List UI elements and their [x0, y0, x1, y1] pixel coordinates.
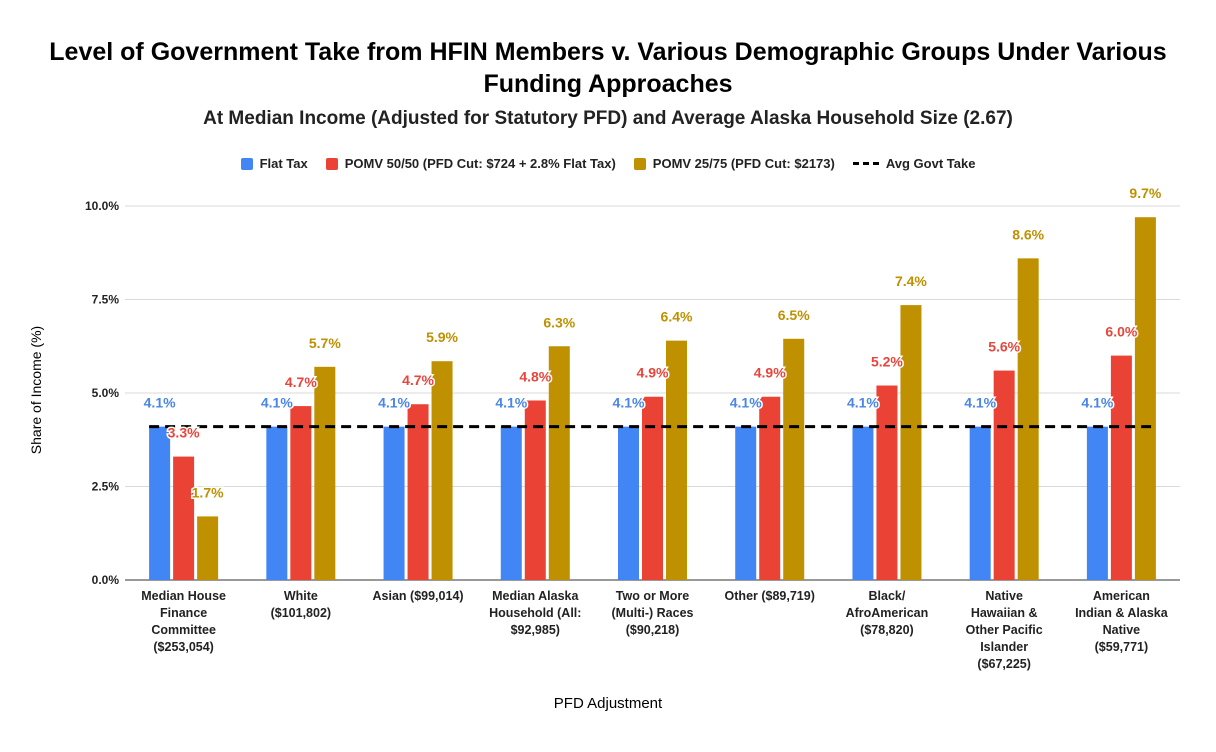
legend-item-flat-tax: Flat Tax	[240, 156, 308, 171]
bar	[149, 426, 171, 580]
legend-swatch-avg-govt-take	[852, 162, 879, 165]
legend: Flat Tax POMV 50/50 (PFD Cut: $724 + 2.8…	[0, 156, 1216, 171]
legend-label-flat-tax: Flat Tax	[259, 156, 308, 171]
data-label: 4.9%	[637, 365, 669, 381]
bar	[969, 426, 991, 580]
data-label: 4.1%	[847, 395, 879, 411]
bar	[548, 346, 570, 580]
bar	[314, 366, 336, 580]
bar	[383, 426, 405, 580]
data-label: 4.9%	[754, 365, 786, 381]
data-label: 9.7%	[1129, 185, 1161, 201]
data-label: 4.1%	[495, 395, 527, 411]
x-tick-label: Other ($89,719)	[725, 589, 815, 603]
x-tick-label: American Indian & Alaska Native ($59,771)	[1075, 589, 1169, 654]
data-label: 6.4%	[661, 309, 693, 325]
x-axis-label: PFD Adjustment	[553, 695, 663, 712]
legend-swatch-flat-tax	[240, 157, 253, 170]
bar	[1017, 258, 1039, 580]
x-tick-label: Median Alaska Household (All: $92,985)	[489, 589, 581, 637]
data-label: 6.3%	[543, 314, 575, 330]
bar	[993, 370, 1015, 580]
bar	[1110, 355, 1132, 580]
legend-label-avg-govt-take: Avg Govt Take	[885, 156, 976, 171]
y-tick-label: 5.0%	[92, 386, 120, 400]
bar	[1086, 426, 1108, 580]
data-label: 4.1%	[261, 395, 293, 411]
legend-label-pomv-25-75: POMV 25/75 (PFD Cut: $2173)	[652, 156, 835, 171]
x-tick-label: Black/AfroAmerican ($78,820)	[846, 589, 929, 637]
data-label: 4.1%	[144, 395, 176, 411]
x-tick-label: Median House Finance Committee ($253,054)	[141, 589, 226, 654]
data-label: 6.5%	[778, 307, 810, 323]
bar	[735, 426, 757, 580]
chart-title: Level of Government Take from HFIN Membe…	[49, 38, 1167, 98]
bar	[500, 426, 522, 580]
data-label: 5.2%	[871, 354, 903, 370]
bar	[431, 361, 453, 580]
bar	[852, 426, 874, 580]
legend-item-pomv-25-75: POMV 25/75 (PFD Cut: $2173)	[633, 156, 835, 171]
legend-label-pomv-50-50: POMV 50/50 (PFD Cut: $724 + 2.8% Flat Ta…	[344, 156, 616, 171]
data-label: 4.8%	[519, 368, 551, 384]
y-tick-label: 7.5%	[92, 293, 120, 307]
data-label: 5.6%	[988, 339, 1020, 355]
bar	[197, 516, 219, 580]
bar	[759, 396, 781, 580]
bar	[876, 385, 898, 580]
bar	[618, 426, 639, 580]
chart-subtitle: At Median Income (Adjusted for Statutory…	[203, 108, 1013, 129]
bar	[642, 396, 663, 580]
x-tick-label: White ($101,802)	[271, 589, 331, 620]
data-label: 4.1%	[730, 395, 762, 411]
legend-swatch-pomv-25-75	[633, 157, 646, 170]
data-label: 7.4%	[895, 273, 927, 289]
bar	[407, 404, 429, 580]
bar	[666, 340, 687, 580]
x-tick-label: Two or More (Multi-) Races ($90,218)	[612, 589, 694, 637]
data-label: 1.7%	[192, 484, 224, 500]
bar	[524, 400, 546, 580]
data-label: 4.1%	[378, 395, 410, 411]
data-label: 4.1%	[1081, 395, 1113, 411]
bar	[173, 456, 195, 580]
data-label: 4.1%	[613, 395, 645, 411]
legend-item-pomv-50-50: POMV 50/50 (PFD Cut: $724 + 2.8% Flat Ta…	[325, 156, 616, 171]
x-tick-label: Asian ($99,014)	[373, 589, 464, 603]
data-label: 4.7%	[402, 372, 434, 388]
data-label: 8.6%	[1012, 226, 1044, 242]
bar	[1134, 217, 1156, 580]
bar	[900, 305, 922, 580]
data-label: 3.3%	[168, 425, 200, 441]
bar	[266, 426, 288, 580]
y-axis-label: Share of Income (%)	[28, 325, 44, 455]
data-label: 4.1%	[964, 395, 996, 411]
bar	[290, 406, 312, 580]
y-tick-label: 2.5%	[92, 480, 120, 494]
y-tick-label: 0.0%	[92, 573, 120, 587]
data-label: 6.0%	[1105, 324, 1137, 340]
x-tick-label: Native Hawaiian & Other Pacific Islander ($6…	[966, 589, 1043, 671]
data-label: 5.9%	[426, 329, 458, 345]
y-tick-label: 10.0%	[85, 199, 119, 213]
bar	[783, 338, 805, 580]
legend-item-avg-govt-take: Avg Govt Take	[852, 156, 976, 171]
legend-swatch-pomv-50-50	[325, 157, 338, 170]
data-label: 5.7%	[309, 335, 341, 351]
data-label: 4.7%	[285, 374, 317, 390]
